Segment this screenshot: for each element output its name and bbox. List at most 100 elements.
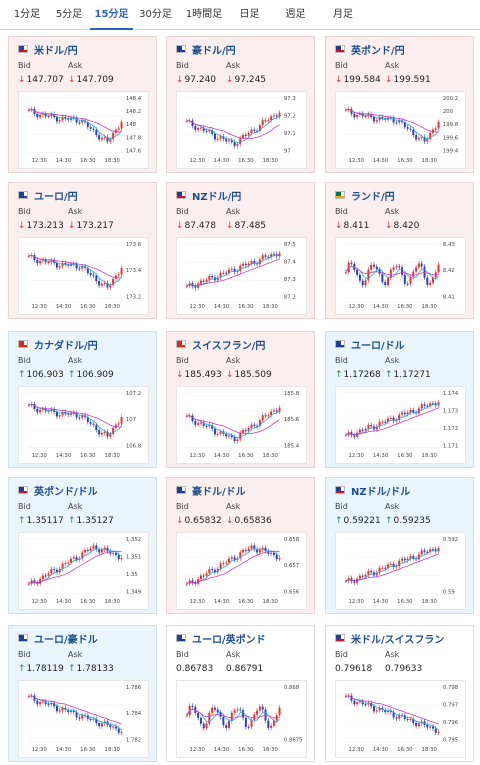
rate-card[interactable]: NZドル/円 Bid Ask ↓87.478 ↓87.485 87.5 87.4 87.3 87… — [166, 182, 315, 319]
ask-label: Ask — [226, 207, 241, 216]
y-tick-label: 87.3 — [284, 277, 296, 283]
candlestick-chart[interactable]: 0.798 0.797 0.796 0.795 12:30 14:30 16:30 18:30 — [335, 680, 466, 758]
card-title[interactable]: ユーロ/円 — [18, 188, 78, 203]
rate-card[interactable]: 米ドル/スイスフラン Bid Ask 0.79618 0.79633 0.798 0.797… — [325, 625, 474, 762]
tab-1[interactable]: 5分足 — [55, 9, 83, 20]
candlestick-chart[interactable]: 1.174 1.173 1.172 1.171 12:30 14:30 16:30 18:30 — [335, 386, 466, 464]
x-tick-label: 18:30 — [422, 747, 438, 753]
candle — [350, 578, 353, 582]
card-title[interactable]: ユーロ/ドル — [335, 337, 405, 352]
ma-long-line — [186, 258, 280, 287]
rate-card[interactable]: NZドル/ドル Bid Ask ↑0.59221 ↑0.59235 0.592 0.59 12… — [325, 477, 474, 614]
ma-short-line — [186, 116, 280, 144]
card-title[interactable]: スイスフラン/円 — [176, 337, 265, 352]
card-title[interactable]: NZドル/円 — [176, 188, 241, 203]
rate-card[interactable]: ユーロ/円 Bid Ask ↓173.213 ↓173.217 173.6 173.4 173… — [8, 182, 157, 319]
candlestick-chart[interactable]: 148.4 148.2 148 147.8 147.6 12:30 14:30 16:30 18… — [18, 91, 149, 169]
candle — [247, 548, 250, 551]
candle — [258, 125, 261, 131]
bid-label: Bid — [335, 207, 348, 216]
candlestick-chart[interactable]: 0.658 0.657 0.656 12:30 14:30 16:30 18:30 — [176, 532, 307, 610]
rate-card[interactable]: ユーロ/豪ドル Bid Ask ↑1.78119 ↑1.78133 1.786 1.784 1… — [8, 625, 157, 762]
rate-card[interactable]: スイスフラン/円 Bid Ask ↓185.493 ↓185.509 185.8 185.6… — [166, 331, 315, 468]
candle — [392, 267, 395, 270]
tab-6[interactable]: 週足 — [285, 9, 306, 20]
candle — [253, 261, 256, 264]
rate-card[interactable]: ランド/円 Bid Ask ↓8.411 ↓8.420 8.43 8.42 8.41 12:30… — [325, 182, 474, 319]
rate-card[interactable]: ユーロ/英ポンド Bid Ask 0.86783 0.86791 0.868 0.8675 1… — [166, 625, 315, 762]
card-title[interactable]: 英ポンド/ドル — [18, 483, 98, 498]
candlestick-chart[interactable]: 0.592 0.59 12:30 14:30 16:30 18:30 — [335, 532, 466, 610]
candlestick-chart[interactable]: 185.8 185.6 185.4 12:30 14:30 16:30 18:30 — [176, 386, 307, 464]
card-title[interactable]: ランド/円 — [335, 188, 395, 203]
candle — [236, 439, 239, 442]
card-title[interactable]: ユーロ/豪ドル — [18, 631, 98, 646]
candlestick-chart[interactable]: 107.2 107 106.8 12:30 14:30 16:30 18:30 — [18, 386, 149, 464]
tab-3[interactable]: 30分足 — [139, 9, 172, 20]
tab-0[interactable]: 1分足 — [13, 9, 41, 20]
ma-long-line — [186, 415, 280, 435]
candle — [50, 702, 53, 705]
candlestick-chart[interactable]: 0.868 0.8675 12:30 14:30 16:30 18:30 — [176, 680, 307, 758]
candle — [270, 116, 273, 121]
rate-card[interactable]: ユーロ/ドル Bid Ask ↑1.17268 ↑1.17271 1.174 1.173 1.… — [325, 331, 474, 468]
candle — [353, 581, 356, 583]
card-title[interactable]: 英ポンド/円 — [335, 42, 405, 57]
rate-card[interactable]: 英ポンド/円 Bid Ask ↓199.584 ↓199.591 200.2 200 199.… — [325, 36, 474, 173]
candlestick-chart[interactable]: 8.43 8.42 8.41 12:30 14:30 16:30 18:30 — [335, 237, 466, 315]
ca-flag-icon — [18, 340, 28, 348]
candle — [100, 137, 103, 140]
candle — [106, 547, 109, 552]
card-title[interactable]: 豪ドル/ドル — [176, 483, 246, 498]
candlestick-chart[interactable]: 1.786 1.784 1.782 12:30 14:30 16:30 18:30 — [18, 680, 149, 758]
x-tick-label: 16:30 — [238, 158, 254, 164]
trend-arrow-icon: ↓ — [385, 75, 393, 85]
candle — [98, 430, 101, 435]
candle — [98, 549, 101, 553]
candlestick-chart[interactable]: 87.5 87.4 87.3 87.2 12:30 14:30 16:30 18:30 — [176, 237, 307, 315]
card-title[interactable]: NZドル/ドル — [335, 483, 410, 498]
x-tick-label: 18:30 — [263, 304, 279, 310]
candle — [199, 717, 202, 724]
rate-card[interactable]: カナダドル/円 Bid Ask ↑106.903 ↑106.909 107.2 107 106… — [8, 331, 157, 468]
candle — [364, 280, 367, 286]
candlestick-chart[interactable]: 173.6 173.4 173.2 12:30 14:30 16:30 18:30 — [18, 237, 149, 315]
y-tick-label: 8.42 — [443, 268, 455, 274]
candle — [409, 556, 412, 559]
candle — [256, 425, 259, 427]
tab-7[interactable]: 月足 — [333, 9, 353, 20]
candle — [415, 267, 418, 272]
rate-card[interactable]: 米ドル/円 Bid Ask ↓147.707 ↓147.709 148.4 148.2 148… — [8, 36, 157, 173]
ma-long-line — [345, 109, 439, 133]
x-tick-label: 14:30 — [373, 599, 389, 605]
card-title[interactable]: 豪ドル/円 — [176, 42, 236, 57]
ask-label: Ask — [385, 61, 400, 70]
candle — [244, 135, 247, 137]
tab-2[interactable]: 15分足 — [90, 0, 133, 30]
candle — [98, 135, 101, 140]
candle — [41, 259, 44, 261]
chart-svg: 0.592 0.59 12:30 14:30 16:30 18:30 — [344, 537, 458, 605]
card-title[interactable]: ユーロ/英ポンド — [176, 631, 266, 646]
candle — [36, 700, 39, 705]
tab-5[interactable]: 日足 — [239, 9, 260, 20]
card-title[interactable]: カナダドル/円 — [18, 337, 98, 352]
rate-card[interactable]: 豪ドル/円 Bid Ask ↓97.240 ↓97.245 97.3 97.2 97.1 97 1… — [166, 36, 315, 173]
candle — [75, 557, 78, 560]
candlestick-chart[interactable]: 200.2 200 199.8 199.6 199.4 12:30 14:30 16:30 18… — [335, 91, 466, 169]
candle — [202, 422, 205, 426]
candle — [103, 431, 106, 433]
candlestick-chart[interactable]: 1.352 1.351 1.35 1.349 12:30 14:30 16:30 18:30 — [18, 532, 149, 610]
bid-price: 185.493 — [184, 370, 222, 380]
tab-4[interactable]: 1時間足 — [185, 9, 223, 20]
candle — [205, 425, 208, 427]
candle — [36, 408, 39, 413]
y-tick-label: 173.2 — [126, 294, 141, 300]
candle — [350, 109, 353, 114]
candle — [384, 567, 387, 569]
rate-card[interactable]: 英ポンド/ドル Bid Ask ↑1.35117 ↑1.35127 1.352 1.351 1… — [8, 477, 157, 614]
candlestick-chart[interactable]: 97.3 97.2 97.1 97 12:30 14:30 16:30 18:30 — [176, 91, 307, 169]
card-title[interactable]: 米ドル/スイスフラン — [335, 631, 444, 646]
rate-card[interactable]: 豪ドル/ドル Bid Ask ↓0.65832 ↓0.65836 0.658 0.657 0.… — [166, 477, 315, 614]
card-title[interactable]: 米ドル/円 — [18, 42, 78, 57]
